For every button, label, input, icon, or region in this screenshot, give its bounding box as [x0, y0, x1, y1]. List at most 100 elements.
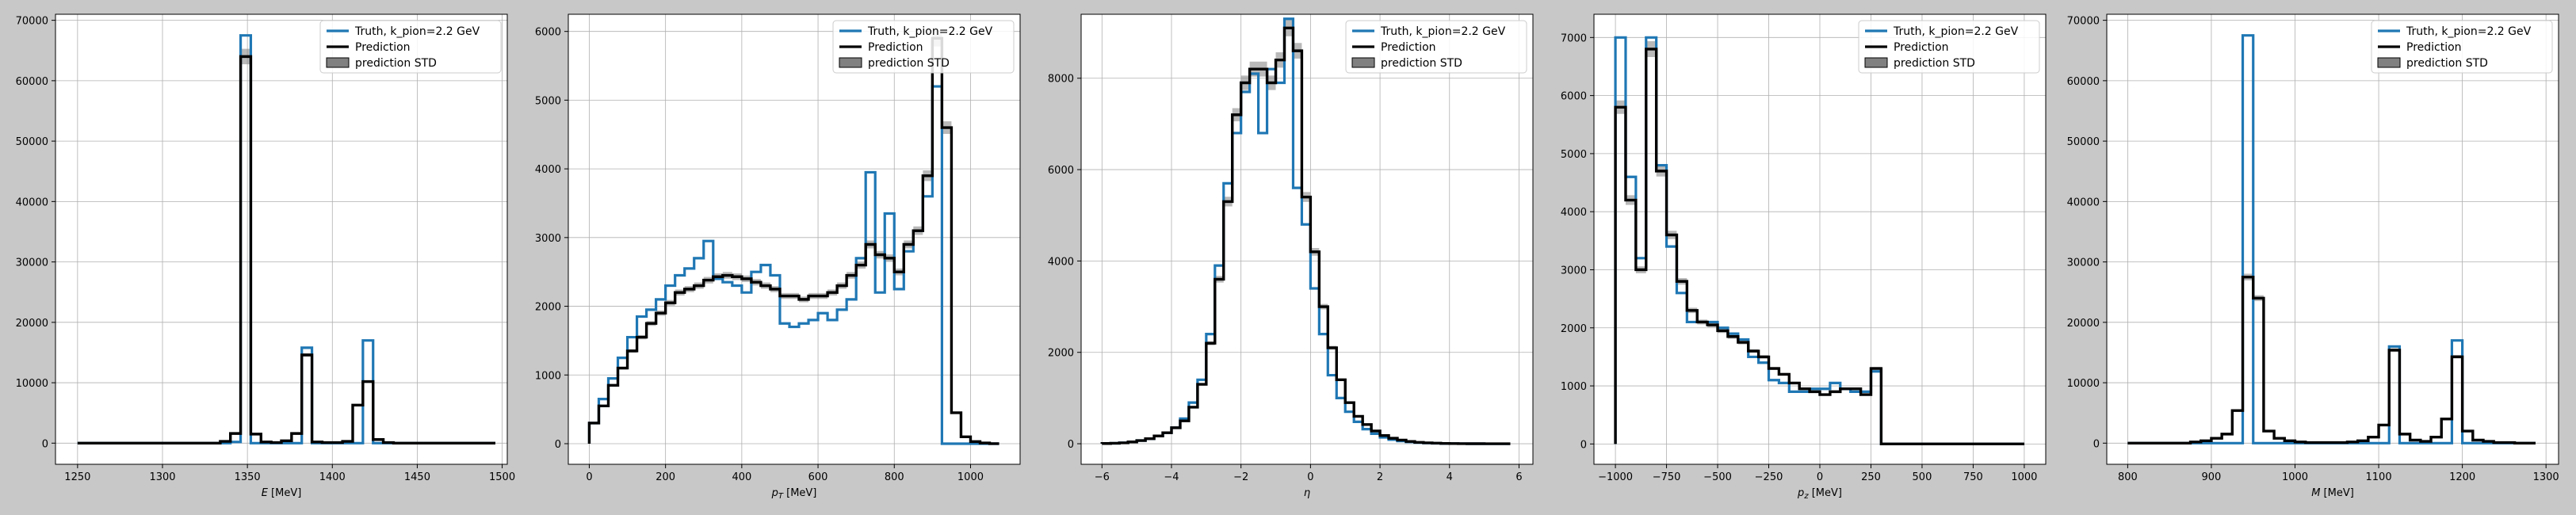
y-tick-label: 50000: [2067, 136, 2100, 148]
x-tick-label: 1200: [2449, 471, 2475, 483]
plot-frame: [2106, 13, 2559, 465]
x-tick-label: 500: [1913, 471, 1932, 483]
legend: Truth, k_pion=2.2 GeV Prediction predictio…: [2371, 20, 2553, 74]
y-tick-label: 4000: [1048, 256, 1074, 268]
legend-box: [319, 20, 502, 74]
legend-label: Truth, k_pion=2.2 GeV: [354, 25, 480, 38]
x-tick-label: 0: [1307, 471, 1313, 483]
x-tick-label: 1000: [2011, 471, 2037, 483]
y-tick-label: 10000: [2067, 378, 2100, 390]
legend-std-swatch: [2377, 57, 2401, 68]
prediction-histogram: [1614, 48, 2024, 446]
x-tick-label: −1000: [1598, 471, 1633, 483]
legend: Truth, k_pion=2.2 GeV Prediction predictio…: [319, 20, 502, 74]
plot-area: [55, 14, 507, 464]
truth-histogram: [587, 85, 999, 445]
plot-frame: [1080, 13, 1534, 465]
plot-frame: [568, 13, 1021, 465]
legend-label: Truth, k_pion=2.2 GeV: [867, 25, 993, 38]
x-tick-label: 1400: [319, 471, 346, 483]
plot-area: [568, 14, 1020, 464]
y-tick-label: 0: [555, 439, 561, 451]
x-tick-label: −750: [1653, 471, 1681, 483]
chart-panel-4: −1000 −750 −500 −250 0 250 500 750 1000 0 1000 2000…: [1561, 13, 2047, 501]
y-tick-label: 4000: [1561, 207, 1587, 219]
legend-box: [2371, 20, 2553, 74]
x-axis-label: pT [MeV]: [771, 487, 817, 501]
x-tick-label: 0: [586, 471, 592, 483]
y-tick-label: 3000: [1561, 265, 1587, 277]
chart-panel-1: 1250 1300 1350 1400 1450 1500 0 10000 20000 30000…: [16, 13, 515, 499]
legend-box: [832, 20, 1015, 74]
x-tick-label: 1000: [2282, 471, 2308, 483]
x-tick-label: 800: [2118, 471, 2138, 483]
x-tick-label: −6: [1095, 471, 1110, 483]
legend-label: Prediction: [1894, 41, 1949, 54]
y-tick-label: 2000: [1048, 348, 1074, 360]
legend-label: prediction STD: [355, 57, 437, 70]
y-tick-label: 6000: [1048, 165, 1074, 177]
x-tick-label: 4: [1447, 471, 1453, 483]
y-tick-label: 5000: [535, 95, 561, 107]
y-tick-label: 4000: [535, 164, 561, 176]
x-tick-label: −500: [1703, 471, 1732, 483]
legend-label: prediction STD: [1894, 57, 1975, 70]
y-tick-label: 5000: [1561, 149, 1587, 161]
x-tick-label: 900: [2202, 471, 2222, 483]
x-tick-label: 0: [1817, 471, 1823, 483]
x-tick-label: 1300: [2533, 471, 2559, 483]
prediction-histogram: [77, 55, 495, 445]
x-tick-label: 1300: [149, 471, 175, 483]
x-tick-label: 1100: [2366, 471, 2392, 483]
plot-frame: [55, 13, 508, 465]
x-axis-label: M [MeV]: [2311, 487, 2354, 499]
y-tick-label: 40000: [16, 196, 48, 208]
legend-box: [1345, 20, 1527, 74]
y-tick-label: 0: [1068, 439, 1074, 451]
x-tick-label: 1350: [235, 471, 261, 483]
x-axis-label: η: [1304, 487, 1310, 499]
x-tick-label: −2: [1233, 471, 1248, 483]
x-axis-label: pz [MeV]: [1797, 487, 1842, 501]
chart-panel-3: −6 −4 −2 0 2 4 6 0 2000 4000 6000 8000 η Truth, k_pio…: [1048, 13, 1534, 499]
legend-std-swatch: [326, 57, 350, 68]
legend-std-swatch: [1351, 57, 1375, 68]
y-tick-label: 2000: [1561, 323, 1587, 335]
prediction-histogram: [2127, 275, 2536, 445]
y-tick-label: 1000: [1561, 381, 1587, 393]
y-tick-label: 70000: [16, 16, 48, 28]
x-tick-label: 1500: [489, 471, 515, 483]
y-tick-label: 30000: [2067, 258, 2100, 269]
y-tick-label: 60000: [2067, 76, 2100, 88]
x-tick-label: 600: [808, 471, 828, 483]
legend-label: Truth, k_pion=2.2 GeV: [2406, 25, 2532, 38]
legend-box: [1858, 20, 2040, 74]
y-tick-label: 0: [2093, 438, 2100, 450]
x-tick-label: −4: [1164, 471, 1179, 483]
y-tick-label: 3000: [535, 233, 561, 245]
plot-area: [2107, 14, 2559, 464]
x-tick-label: 750: [1963, 471, 1983, 483]
x-tick-label: 800: [885, 471, 904, 483]
y-tick-label: 8000: [1048, 74, 1074, 86]
x-tick-label: 250: [1861, 471, 1881, 483]
legend-label: Prediction: [2406, 41, 2462, 54]
legend-label: Truth, k_pion=2.2 GeV: [1380, 25, 1506, 38]
x-tick-label: 6: [1515, 471, 1522, 483]
plot-area: [1081, 14, 1533, 464]
legend-label: prediction STD: [868, 57, 950, 70]
x-axis-label: E [MeV]: [262, 487, 302, 499]
x-tick-label: 1450: [404, 471, 430, 483]
y-tick-label: 10000: [16, 378, 48, 390]
y-tick-label: 0: [1580, 439, 1587, 451]
legend-label: Truth, k_pion=2.2 GeV: [1893, 25, 2019, 38]
y-tick-label: 20000: [2067, 318, 2100, 330]
x-tick-label: 200: [655, 471, 675, 483]
chart-panel-5: 800 900 1000 1100 1200 1300 0 10000 20000 30000 40…: [2067, 13, 2559, 499]
x-tick-label: 1250: [64, 471, 90, 483]
y-tick-label: 6000: [535, 27, 561, 39]
prediction-histogram: [587, 36, 999, 445]
y-tick-label: 7000: [1561, 32, 1587, 44]
legend: Truth, k_pion=2.2 GeV Prediction predictio…: [1345, 20, 1527, 74]
